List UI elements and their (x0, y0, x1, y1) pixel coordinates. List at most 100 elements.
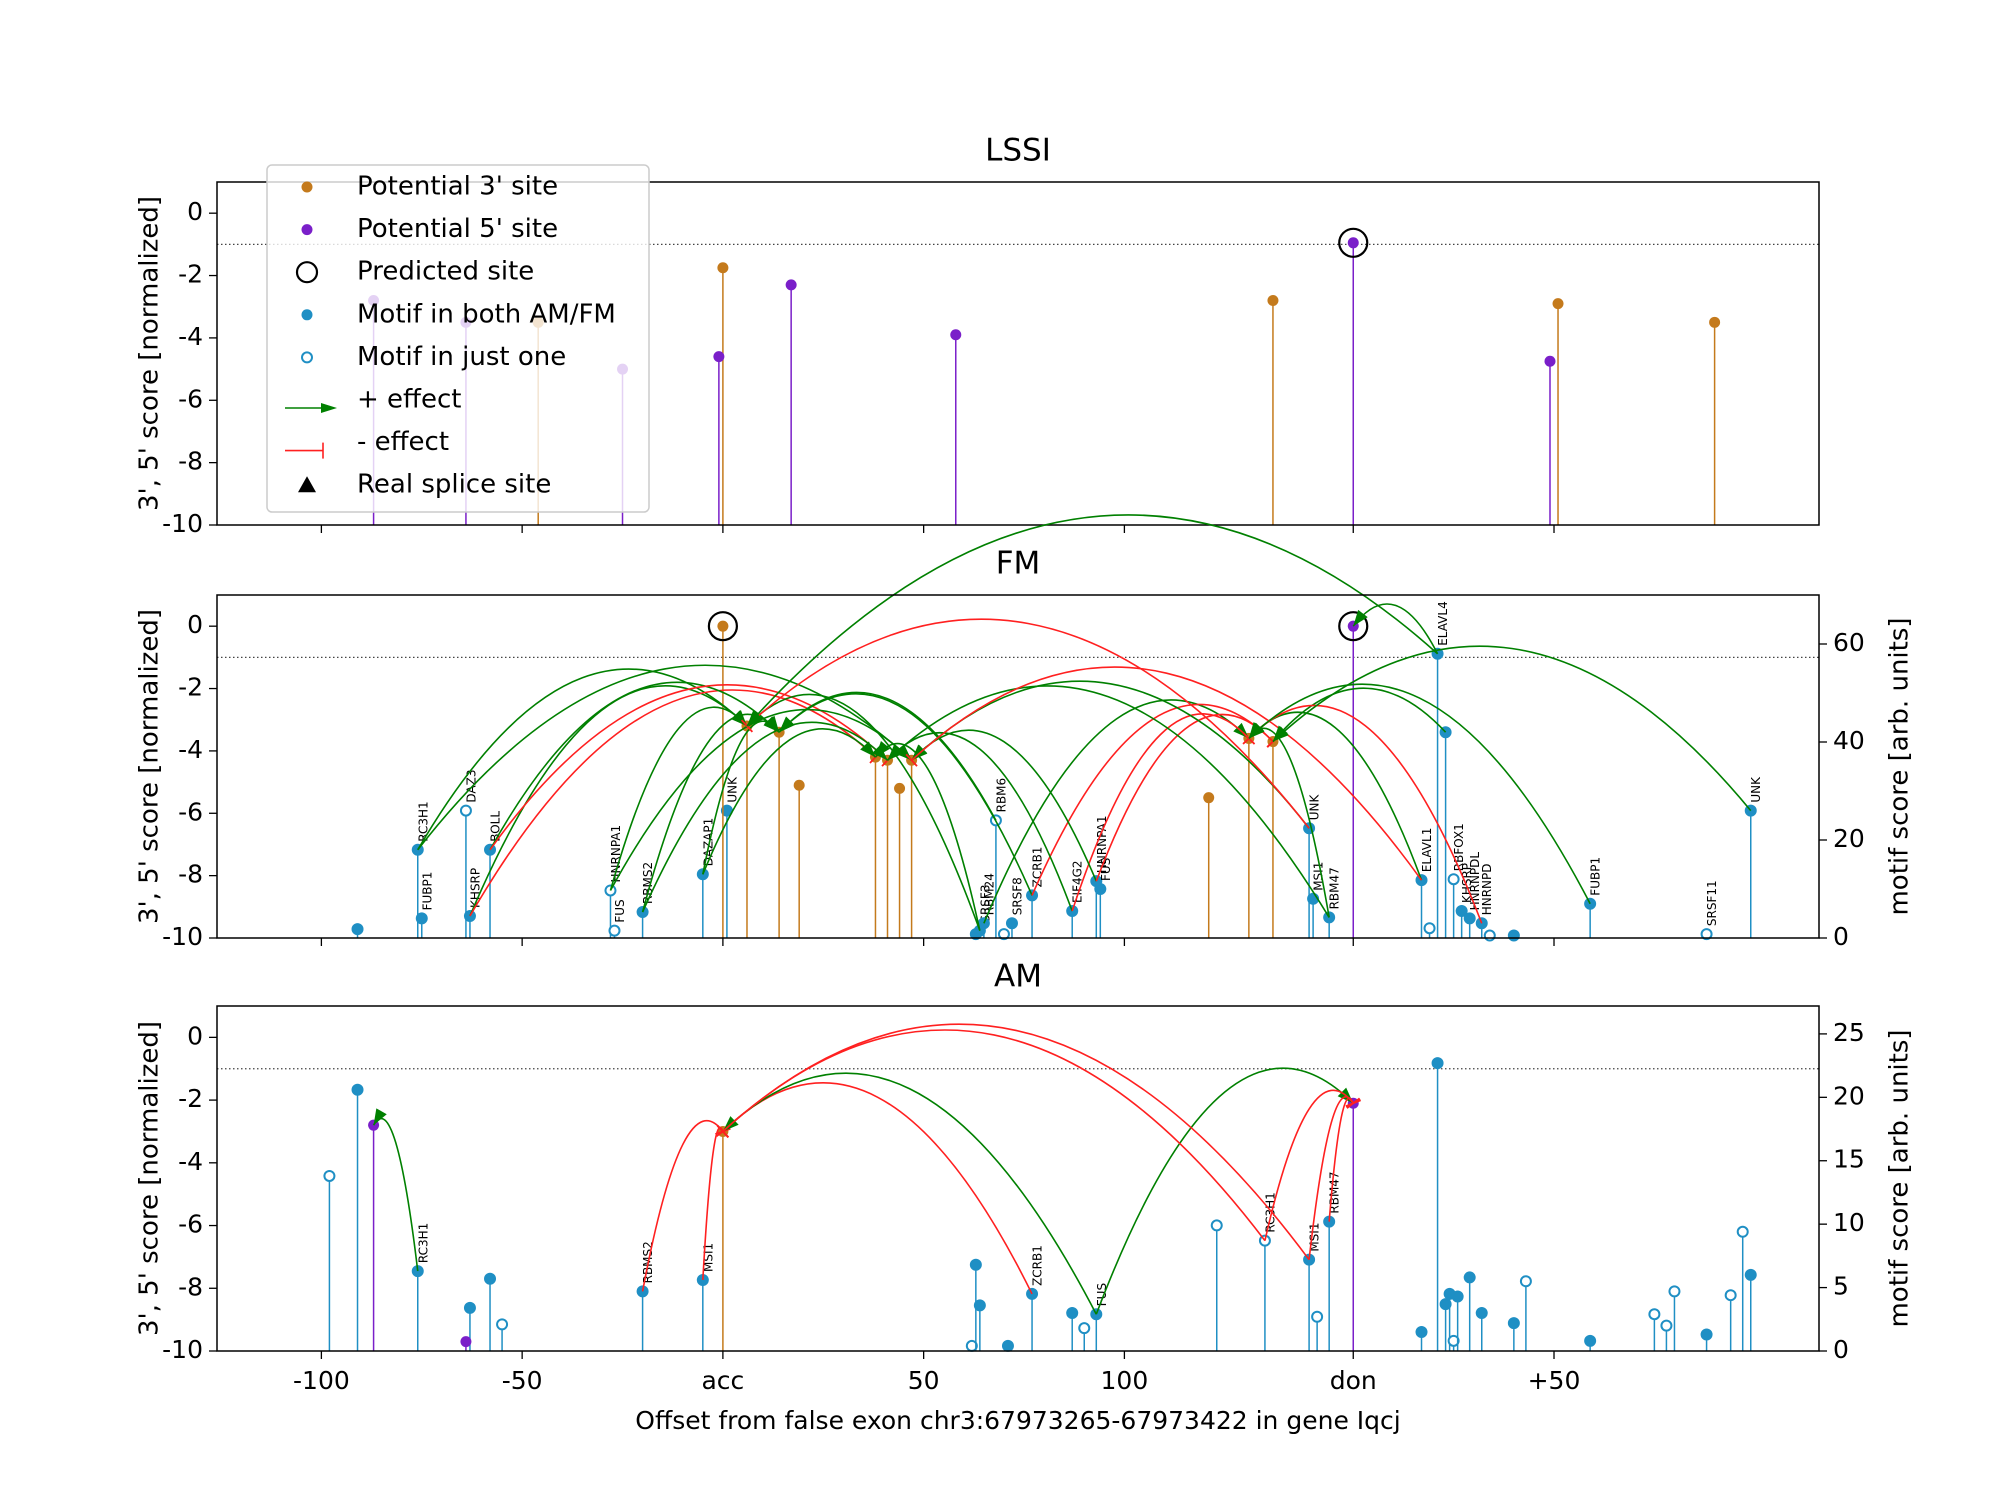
motif-label: HNRNPDL (1468, 852, 1482, 911)
effect-arrowhead (779, 716, 795, 733)
axes-frame (216, 181, 1820, 526)
effect-arc (722, 1023, 1310, 1261)
y-tick-label: -2 (178, 673, 203, 702)
y-tick-label: -2 (178, 1084, 203, 1113)
effect-arc (1095, 1067, 1354, 1315)
effect-tee (716, 1124, 729, 1138)
motif-point (973, 1299, 986, 1312)
motif-point (1451, 1290, 1464, 1303)
legend-label: Predicted site (357, 257, 534, 287)
motif-point (1447, 873, 1460, 886)
effect-arc (1272, 645, 1752, 812)
legend-label: + effect (357, 385, 461, 415)
y2-tick-label: 10 (1833, 1208, 1865, 1237)
effect-arrowhead (764, 715, 780, 733)
effect-arrowhead (875, 740, 891, 758)
motif-point (1005, 917, 1018, 930)
motif-point (1736, 1225, 1749, 1238)
y2-tick-label: 20 (1833, 824, 1865, 853)
effect-arrowhead (860, 741, 876, 758)
y-tick-label: 0 (187, 1021, 203, 1050)
effect-arrowhead (1353, 609, 1368, 627)
motif-label: FUBP1 (1589, 857, 1603, 896)
panel-title: FM (996, 546, 1041, 582)
y2-tick-label: 60 (1833, 628, 1865, 657)
legend-box (266, 164, 650, 513)
motif-point (1455, 905, 1468, 918)
effect-arc (1328, 1097, 1355, 1222)
y-tick-label: -8 (178, 1272, 203, 1301)
y-tick-label: -10 (162, 922, 203, 951)
motif-point (997, 928, 1010, 941)
motif-label: FUBP1 (420, 872, 434, 911)
motif-label: MSI1 (1312, 862, 1326, 891)
motif-point (1700, 1328, 1713, 1341)
effect-arc (609, 708, 913, 891)
effect-arc (417, 668, 748, 851)
motif-label: RBM24 (982, 873, 996, 915)
motif-point (484, 1272, 497, 1285)
motif-label: RBM47 (1328, 867, 1342, 909)
site-point (894, 782, 906, 794)
motif-label: SRSF11 (1705, 880, 1719, 926)
y-tick-label: -10 (162, 1335, 203, 1364)
motif-point (1507, 1317, 1520, 1330)
motif-label: UNK (725, 776, 739, 803)
effect-arc (722, 1029, 1266, 1242)
effect-arc (609, 706, 748, 891)
y-tick-label: -8 (178, 860, 203, 889)
site-point (793, 779, 805, 791)
effect-arrowhead (746, 710, 763, 726)
effect-arc (489, 681, 780, 851)
legend-label: Potential 3' site (357, 172, 558, 202)
site-point (1267, 294, 1279, 306)
effect-arc (983, 699, 1250, 924)
motif-point (496, 1318, 509, 1331)
site-point (1552, 298, 1564, 310)
motif-point (1423, 922, 1436, 935)
y2-axis-label: motif score [arb. units] (1885, 617, 1915, 915)
motif-point (1463, 1271, 1476, 1284)
effect-arc (1031, 703, 1274, 896)
motif-label: KHSRP (468, 868, 482, 908)
motif-label: ELAVL1 (1420, 828, 1434, 873)
motif-point (1431, 1057, 1444, 1070)
motif-label: UNK (1749, 776, 1763, 803)
y-axis-label: 3', 5' score [normalized] (135, 609, 165, 924)
motif-point (1066, 1306, 1079, 1319)
y2-tick-label: 0 (1833, 1335, 1849, 1364)
motif-point (1463, 912, 1476, 925)
motif-point (1668, 1285, 1681, 1298)
effect-arc (417, 664, 913, 851)
motif-label: DAZ3 (464, 770, 478, 803)
effect-arc (702, 728, 877, 875)
effect-arrowhead (887, 744, 904, 761)
motif-point (969, 1258, 982, 1271)
site-point (950, 329, 962, 341)
predicted-site (707, 611, 738, 642)
legend-marker (301, 181, 313, 193)
motif-label: MSI1 (1308, 1223, 1322, 1252)
y-tick-label: -4 (178, 1147, 203, 1176)
motif-label: SRSF8 (1010, 877, 1024, 915)
panel: AM 3', 5' score [normalized] motif score [… (135, 959, 1915, 1436)
panel: FM 3', 5' score [normalized] motif score [… (135, 514, 1915, 951)
y2-tick-label: 40 (1833, 726, 1865, 755)
motif-label: BOLL (489, 811, 503, 842)
effect-arc (372, 1117, 419, 1272)
y-tick-label: -2 (178, 260, 203, 289)
effect-arc (641, 721, 889, 913)
motif-point (1700, 928, 1713, 941)
effect-arc (1264, 1089, 1354, 1241)
x-tick-label: -100 (293, 1366, 350, 1395)
effect-arc (722, 1072, 1097, 1315)
motif-label: ZCRB1 (1031, 1245, 1045, 1286)
motif-point (459, 804, 472, 817)
effect-arc (911, 666, 1423, 881)
y-tick-label: -10 (162, 509, 203, 538)
y-tick-label: -4 (178, 322, 203, 351)
motif-label: RBM6 (994, 778, 1008, 813)
effect-arc (746, 693, 981, 931)
legend-label: Motif in both AM/FM (357, 299, 616, 329)
